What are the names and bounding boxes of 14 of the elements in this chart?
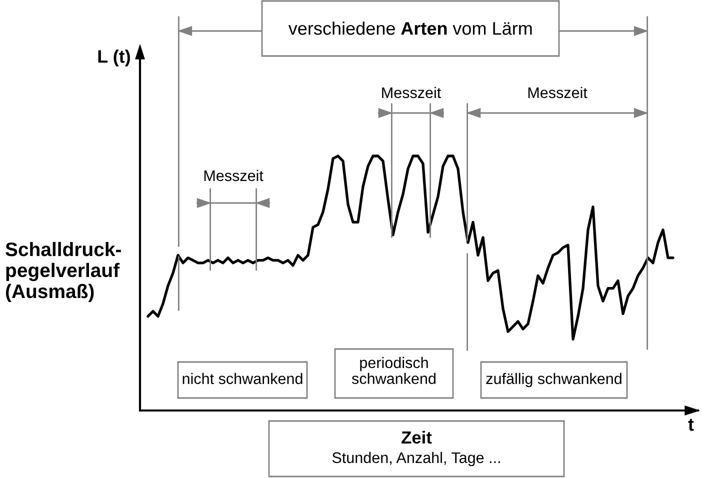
text: Messzeit [528,86,588,98]
annotation: periodisch schwankend [352,356,436,384]
annotation: Messzeit [204,170,264,182]
text: Stunden, Anzahl, Tage ... [332,452,500,466]
text: Messzeit [382,86,442,98]
text: L (t) [98,50,130,66]
annotation: nicht schwankend [182,372,302,384]
text: Zeit [402,430,432,444]
text: verschiedene [288,22,395,35]
annotation: zufällig schwankend [486,372,622,388]
text: Arten [401,22,447,35]
y-axis-title: Schalldruck- pegelverlauf (Ausmaß) [6,242,121,302]
text: vom Lärm [452,22,532,35]
x-axis-title: t [688,418,694,431]
